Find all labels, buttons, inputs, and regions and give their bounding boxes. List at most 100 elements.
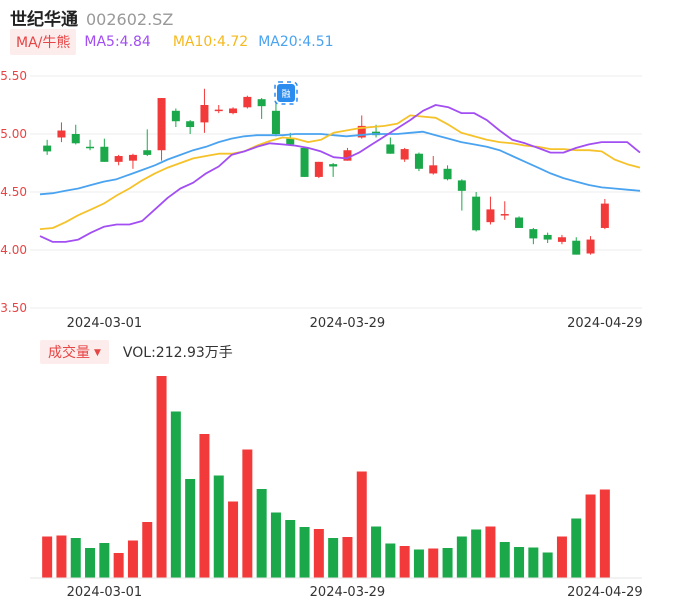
volume-bar <box>99 543 110 578</box>
price-grid <box>30 75 642 309</box>
volume-bar <box>428 548 439 578</box>
volume-bar <box>85 548 96 578</box>
candle <box>43 139 52 155</box>
date-tick-label: 2024-03-01 <box>67 316 143 331</box>
volume-bar <box>413 549 424 578</box>
volume-value: VOL:212.93万手 <box>122 345 233 361</box>
ma-legend: MA/牛熊 MA5:4.84 MA10:4.72 MA20:4.51 <box>10 29 334 55</box>
volume-bar <box>213 475 224 578</box>
candle <box>214 105 223 114</box>
volume-bar <box>342 537 353 578</box>
price-tick-label: 4.50 <box>0 185 27 199</box>
candle <box>128 153 137 169</box>
volume-bar <box>399 546 410 578</box>
date-tick-label: 2024-03-01 <box>67 585 143 600</box>
candle <box>200 88 209 133</box>
candle <box>443 165 452 181</box>
candle <box>300 146 309 177</box>
candle <box>57 122 66 143</box>
candle <box>243 95 252 109</box>
volume-bar <box>127 540 138 578</box>
volume-bar <box>328 538 339 578</box>
ma-lines-layer <box>39 104 641 243</box>
ma10-value: MA10:4.72 <box>172 34 249 50</box>
ma5-value: MA5:4.84 <box>84 34 151 50</box>
volume-bar <box>113 553 124 578</box>
ma20-line <box>39 130 641 196</box>
candle <box>143 129 152 157</box>
volume-bar <box>228 501 239 578</box>
volume-bar <box>528 547 539 578</box>
date-tick-label: 2024-04-29 <box>567 316 643 331</box>
ma5-line <box>39 104 641 243</box>
volume-bar <box>270 512 281 578</box>
volume-date-axis: 2024-03-01 2024-03-29 2024-04-29 <box>67 585 643 600</box>
volume-bar <box>485 526 496 578</box>
volume-bar <box>142 522 153 578</box>
volume-bar <box>256 489 267 578</box>
svg-text:融: 融 <box>281 89 290 100</box>
candle <box>114 154 123 166</box>
candle <box>414 152 423 172</box>
volume-bar <box>285 520 296 578</box>
ma-mode-button[interactable]: MA/牛熊 <box>10 29 77 55</box>
volume-bar <box>514 547 525 578</box>
event-marker-icon[interactable]: 融 <box>274 81 298 105</box>
volume-bar <box>42 536 53 578</box>
price-date-axis: 2024-03-01 2024-03-29 2024-04-29 <box>67 316 643 331</box>
candle <box>486 196 495 225</box>
volume-bar <box>571 518 582 578</box>
volume-bar <box>585 494 596 578</box>
candle <box>71 124 80 145</box>
stock-name: 世纪华通 <box>10 10 78 30</box>
volume-bar <box>313 529 324 578</box>
candle <box>429 156 438 175</box>
ma20-value: MA20:4.51 <box>258 34 334 50</box>
candle <box>171 108 180 128</box>
volume-bar <box>70 538 81 578</box>
price-tick-label: 3.50 <box>0 301 27 315</box>
volume-bar <box>156 376 167 578</box>
date-tick-label: 2024-03-29 <box>310 585 386 600</box>
volume-bar <box>556 536 567 578</box>
candle <box>515 216 524 228</box>
volume-bar <box>385 543 396 578</box>
price-tick-label: 4.00 <box>0 243 27 257</box>
candle <box>572 237 581 255</box>
candle <box>257 98 266 119</box>
ma10-line <box>39 114 641 230</box>
candle <box>600 198 609 230</box>
volume-bars-layer <box>42 376 610 578</box>
candle <box>314 161 323 179</box>
caret-down-icon: ▼ <box>94 348 101 358</box>
candle <box>186 120 195 134</box>
date-tick-label: 2024-03-29 <box>310 316 386 331</box>
volume-bar <box>599 489 610 578</box>
candle <box>557 234 566 245</box>
candle <box>329 163 338 177</box>
candle <box>529 227 538 245</box>
stock-header: 世纪华通 002602.SZ <box>10 5 174 30</box>
volume-bar <box>242 449 253 578</box>
price-axis-labels: 5.50 5.00 4.50 4.00 3.50 <box>0 69 27 315</box>
volume-bar <box>170 411 181 578</box>
date-tick-label: 2024-04-29 <box>567 585 643 600</box>
candle <box>86 139 95 151</box>
candle <box>543 232 552 244</box>
candle <box>500 201 509 220</box>
volume-legend: 成交量 ▼ VOL:212.93万手 <box>40 340 233 364</box>
volume-bar <box>199 434 210 578</box>
candle <box>100 138 109 162</box>
candle <box>586 236 595 255</box>
volume-bar <box>371 526 382 578</box>
candle <box>271 101 280 137</box>
candle <box>229 107 238 115</box>
stock-code: 002602.SZ <box>86 10 174 29</box>
candle <box>386 137 395 154</box>
price-tick-label: 5.00 <box>0 127 27 141</box>
volume-bar <box>499 542 510 578</box>
volume-indicator-button[interactable]: 成交量 ▼ <box>40 340 109 364</box>
volume-bar <box>471 529 482 578</box>
volume-indicator-label: 成交量 <box>48 345 90 361</box>
